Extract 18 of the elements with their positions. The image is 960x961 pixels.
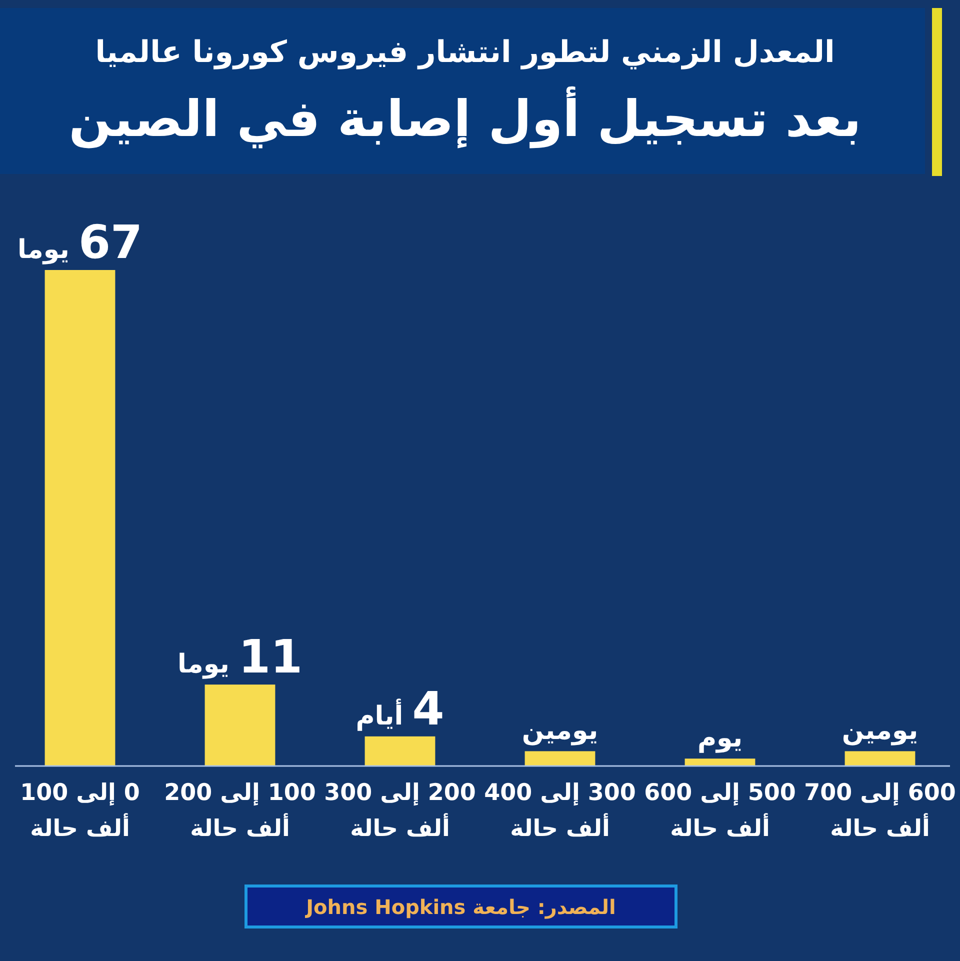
data-label: يومين <box>842 716 918 746</box>
x-tick-label: 0 إلى 100 ألف حالة <box>20 780 140 842</box>
x-tick-label: 600 إلى 700 ألف حالة <box>804 780 956 842</box>
text: المصدر: جامعة Johns Hopkins <box>304 895 616 919</box>
bar <box>44 270 116 766</box>
bar <box>684 758 756 766</box>
data-label: يومين <box>522 716 598 746</box>
bar <box>364 736 436 766</box>
chart-title: المعدل الزمني لتطور انتشار فيروس كورونا عالميا <box>95 35 835 70</box>
x-tick-label: 500 إلى 600 ألف حالة <box>644 780 796 842</box>
chart-subtitle: بعد تسجيل أول إصابة في الصين <box>68 86 862 149</box>
x-tick-label: 200 إلى 300 ألف حالة <box>324 780 476 842</box>
x-tick-label: 100 إلى 200 ألف حالة <box>164 780 316 842</box>
bar <box>524 751 596 766</box>
x-tick-label: 300 إلى 400 ألف حالة <box>484 780 636 842</box>
bar <box>204 684 276 766</box>
data-label: يوم <box>697 724 743 754</box>
bar <box>844 751 916 766</box>
